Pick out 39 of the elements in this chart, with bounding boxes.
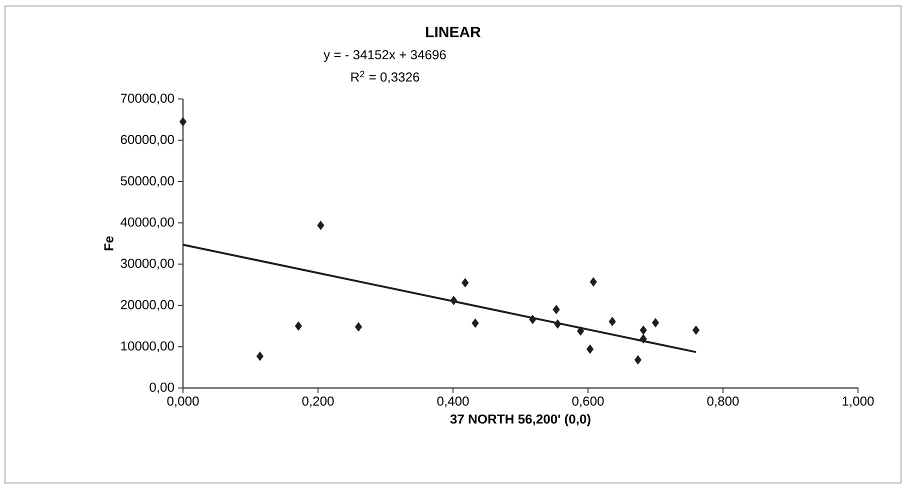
point [590, 277, 597, 287]
point [652, 318, 660, 328]
y-tick-label: 0,00 [150, 382, 174, 394]
y-tick-label: 60000,00 [120, 134, 174, 146]
point [640, 334, 647, 344]
x-tick-label: 0,200 [302, 396, 334, 408]
y-tick-label: 50000,00 [120, 176, 174, 187]
chart-title: LINEAR [426, 26, 481, 38]
x-axis-title: 37 NORTH 56,200' (0,0) [450, 414, 590, 426]
y-tick-label: 10000,00 [121, 341, 174, 352]
x-tick-label: 0,400 [437, 396, 469, 408]
point [294, 321, 302, 331]
point [640, 325, 647, 335]
point [354, 322, 362, 332]
y-tick-label: 40000,00 [120, 217, 174, 228]
point [179, 116, 187, 126]
point [529, 314, 536, 324]
point [634, 355, 642, 365]
point [450, 296, 458, 306]
point [586, 344, 594, 354]
y-tick-label: 20000,00 [120, 300, 174, 311]
point [472, 318, 479, 328]
text: y = - 34152x + 34696 [324, 50, 446, 62]
point [256, 351, 264, 361]
point [608, 316, 616, 326]
y-tick-label: 30000,00 [120, 258, 174, 270]
text: R$^{2}$ = 0,3326 [351, 70, 420, 84]
y-tick-label: 70000,00 [120, 94, 174, 104]
point [692, 325, 700, 335]
point [554, 319, 562, 329]
y-axis-title: Fe [104, 236, 114, 250]
x-tick-label: 0,600 [572, 396, 604, 408]
x-tick-label: 1,000 [842, 396, 874, 408]
point [462, 278, 469, 288]
x-tick-label: 0,000 [167, 396, 199, 408]
point [317, 220, 324, 230]
point [577, 326, 584, 336]
point [552, 304, 560, 314]
x-tick-label: 0,800 [707, 396, 739, 408]
